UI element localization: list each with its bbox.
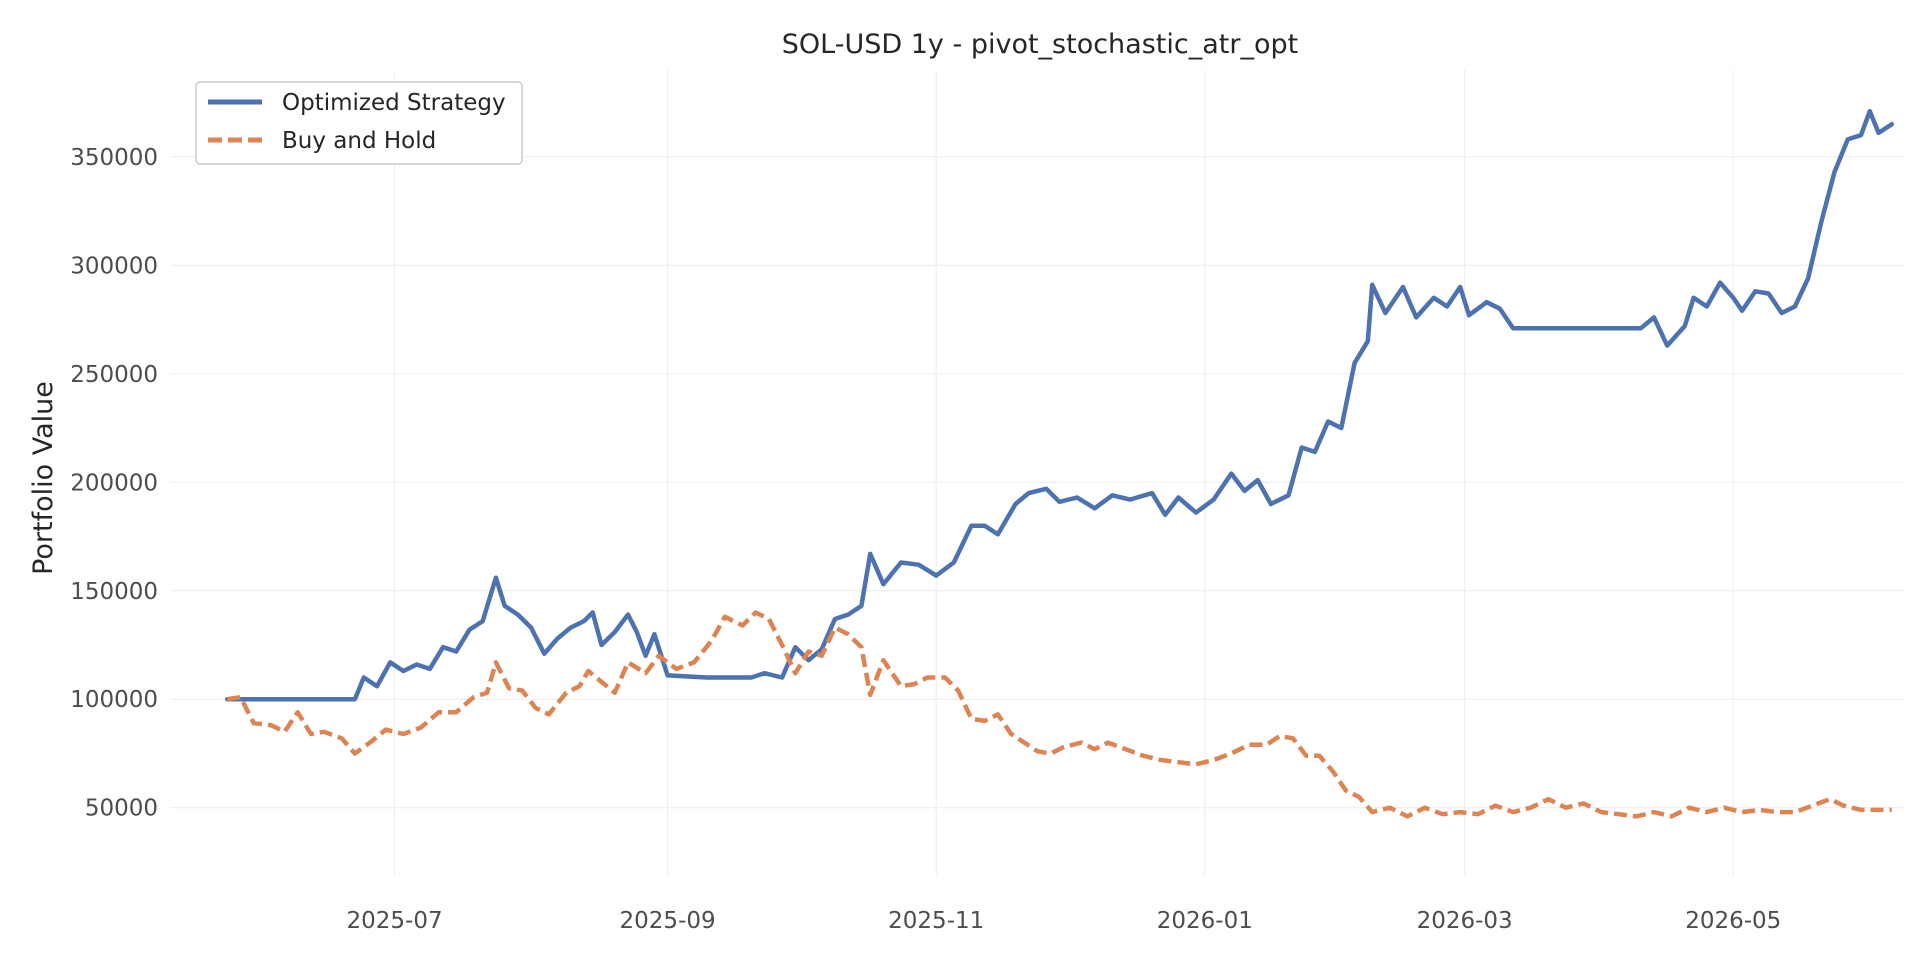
x-tick-label: 2025-09 (620, 908, 716, 934)
x-tick-label: 2026-03 (1417, 908, 1513, 934)
y-tick-label: 250000 (70, 362, 158, 388)
x-tick-label: 2026-01 (1157, 908, 1253, 934)
series-line-optimized-strategy (224, 108, 1895, 702)
y-tick-label: 200000 (70, 470, 158, 496)
legend-label-optimized-strategy: Optimized Strategy (282, 90, 506, 116)
y-tick-label: 50000 (85, 796, 158, 822)
y-tick-label: 300000 (70, 253, 158, 279)
tick-layer: 50000 100000 150000 200000 250000 300000 35000… (70, 145, 1781, 934)
legend: Optimized Strategy Buy and Hold (195, 81, 523, 165)
x-tick-label: 2026-05 (1685, 908, 1781, 934)
y-tick-label: 100000 (70, 687, 158, 713)
legend-label-buy-and-hold: Buy and Hold (282, 128, 436, 154)
grid-layer (170, 70, 1905, 875)
chart-title: SOL-USD 1y - pivot_stochastic_atr_opt (782, 29, 1298, 60)
y-axis-label: Portfolio Value (28, 381, 59, 575)
series-line-buy-and-hold (226, 610, 1892, 819)
y-tick-label: 150000 (70, 579, 158, 605)
legend-box (195, 81, 523, 165)
series-layer (224, 108, 1895, 819)
y-tick-label: 350000 (70, 145, 158, 171)
x-tick-label: 2025-11 (888, 908, 984, 934)
x-tick-label: 2025-07 (347, 908, 443, 934)
